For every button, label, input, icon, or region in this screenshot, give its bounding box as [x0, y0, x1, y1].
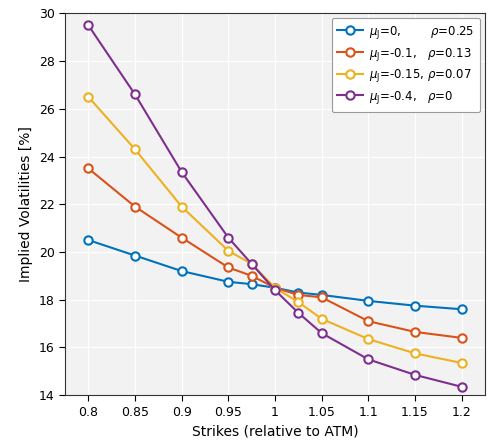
$\mu_\mathregular{J}$=-0.4,   $\rho$=0 — [178, 169, 184, 174]
$\mu_\mathregular{J}$=0,        $\rho$=0.25 — [248, 281, 254, 287]
$\mu_\mathregular{J}$=-0.15, $\rho$=0.07 — [178, 204, 184, 209]
$\mu_\mathregular{J}$=-0.15, $\rho$=0.07 — [366, 337, 372, 342]
$\mu_\mathregular{J}$=0,        $\rho$=0.25 — [366, 298, 372, 304]
$\mu_\mathregular{J}$=-0.4,   $\rho$=0 — [226, 235, 232, 240]
$\mu_\mathregular{J}$=-0.15, $\rho$=0.07 — [226, 248, 232, 254]
$\mu_\mathregular{J}$=-0.1,   $\rho$=0.13 — [412, 329, 418, 335]
$\mu_\mathregular{J}$=-0.1,   $\rho$=0.13 — [178, 235, 184, 240]
$\mu_\mathregular{J}$=-0.1,   $\rho$=0.13 — [458, 335, 464, 341]
$\mu_\mathregular{J}$=-0.1,   $\rho$=0.13 — [86, 166, 91, 171]
$\mu_\mathregular{J}$=-0.1,   $\rho$=0.13 — [272, 285, 278, 290]
$\mu_\mathregular{J}$=0,        $\rho$=0.25 — [178, 268, 184, 274]
$\mu_\mathregular{J}$=0,        $\rho$=0.25 — [226, 279, 232, 285]
$\mu_\mathregular{J}$=-0.4,   $\rho$=0 — [248, 261, 254, 266]
$\mu_\mathregular{J}$=-0.4,   $\rho$=0 — [296, 310, 302, 316]
$\mu_\mathregular{J}$=-0.1,   $\rho$=0.13 — [318, 295, 324, 300]
$\mu_\mathregular{J}$=-0.15, $\rho$=0.07 — [458, 360, 464, 365]
$\mu_\mathregular{J}$=0,        $\rho$=0.25 — [318, 292, 324, 297]
Line: $\mu_\mathregular{J}$=-0.15, $\rho$=0.07: $\mu_\mathregular{J}$=-0.15, $\rho$=0.07 — [84, 93, 466, 367]
$\mu_\mathregular{J}$=-0.4,   $\rho$=0 — [366, 357, 372, 362]
$\mu_\mathregular{J}$=-0.1,   $\rho$=0.13 — [226, 265, 232, 270]
Line: $\mu_\mathregular{J}$=0,        $\rho$=0.25: $\mu_\mathregular{J}$=0, $\rho$=0.25 — [84, 236, 466, 313]
$\mu_\mathregular{J}$=-0.15, $\rho$=0.07 — [132, 147, 138, 152]
$\mu_\mathregular{J}$=-0.4,   $\rho$=0 — [458, 384, 464, 389]
$\mu_\mathregular{J}$=-0.4,   $\rho$=0 — [318, 330, 324, 336]
$\mu_\mathregular{J}$=-0.1,   $\rho$=0.13 — [296, 292, 302, 297]
Legend: $\mu_\mathregular{J}$=0,        $\rho$=0.25, $\mu_\mathregular{J}$=-0.1,   $\rho: $\mu_\mathregular{J}$=0, $\rho$=0.25, $\… — [332, 18, 480, 112]
$\mu_\mathregular{J}$=0,        $\rho$=0.25 — [272, 285, 278, 290]
$\mu_\mathregular{J}$=-0.15, $\rho$=0.07 — [318, 316, 324, 321]
$\mu_\mathregular{J}$=-0.15, $\rho$=0.07 — [296, 299, 302, 305]
$\mu_\mathregular{J}$=-0.15, $\rho$=0.07 — [86, 94, 91, 99]
X-axis label: Strikes (relative to ATM): Strikes (relative to ATM) — [192, 424, 358, 438]
$\mu_\mathregular{J}$=-0.4,   $\rho$=0 — [412, 372, 418, 377]
$\mu_\mathregular{J}$=-0.4,   $\rho$=0 — [86, 23, 91, 28]
$\mu_\mathregular{J}$=-0.4,   $\rho$=0 — [132, 92, 138, 97]
$\mu_\mathregular{J}$=0,        $\rho$=0.25 — [132, 253, 138, 258]
$\mu_\mathregular{J}$=-0.15, $\rho$=0.07 — [412, 351, 418, 356]
Y-axis label: Implied Volatilities [%]: Implied Volatilities [%] — [19, 126, 33, 282]
Line: $\mu_\mathregular{J}$=-0.4,   $\rho$=0: $\mu_\mathregular{J}$=-0.4, $\rho$=0 — [84, 21, 466, 391]
Line: $\mu_\mathregular{J}$=-0.1,   $\rho$=0.13: $\mu_\mathregular{J}$=-0.1, $\rho$=0.13 — [84, 164, 466, 342]
$\mu_\mathregular{J}$=0,        $\rho$=0.25 — [458, 306, 464, 312]
$\mu_\mathregular{J}$=0,        $\rho$=0.25 — [412, 303, 418, 308]
$\mu_\mathregular{J}$=0,        $\rho$=0.25 — [296, 290, 302, 295]
$\mu_\mathregular{J}$=-0.15, $\rho$=0.07 — [272, 285, 278, 290]
$\mu_\mathregular{J}$=-0.1,   $\rho$=0.13 — [248, 273, 254, 278]
$\mu_\mathregular{J}$=-0.4,   $\rho$=0 — [272, 288, 278, 293]
$\mu_\mathregular{J}$=-0.15, $\rho$=0.07 — [248, 261, 254, 266]
$\mu_\mathregular{J}$=-0.1,   $\rho$=0.13 — [366, 318, 372, 324]
$\mu_\mathregular{J}$=0,        $\rho$=0.25 — [86, 238, 91, 243]
$\mu_\mathregular{J}$=-0.1,   $\rho$=0.13 — [132, 204, 138, 209]
